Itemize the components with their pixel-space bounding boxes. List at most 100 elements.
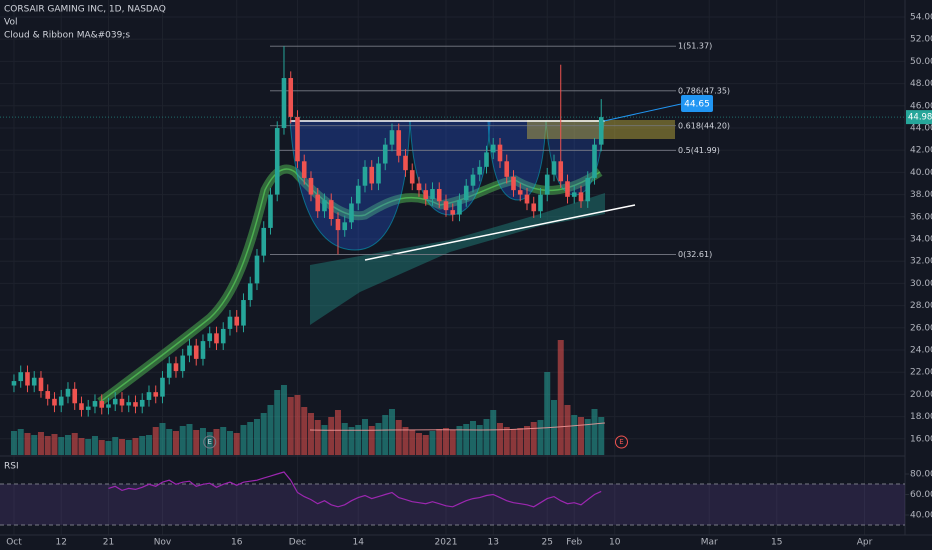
candle-body bbox=[565, 181, 570, 197]
volume-bar bbox=[240, 425, 247, 455]
callout-box bbox=[681, 95, 713, 112]
volume-bar bbox=[490, 410, 497, 455]
x-tick-label: 14 bbox=[353, 538, 365, 548]
y-tick-label: 46.00 bbox=[910, 101, 932, 111]
candle-body bbox=[436, 189, 442, 202]
candle-body bbox=[598, 117, 604, 145]
candle-body bbox=[477, 166, 483, 175]
volume-bar bbox=[469, 421, 476, 455]
y-tick-label: 24.00 bbox=[910, 345, 932, 355]
y-tick-label: 22.00 bbox=[910, 368, 932, 378]
candle-body bbox=[180, 355, 186, 372]
volume-bar bbox=[375, 423, 382, 455]
candle-body bbox=[585, 177, 591, 202]
candle-body bbox=[126, 402, 132, 406]
volume-bar bbox=[395, 420, 402, 455]
y-tick-label: 20.00 bbox=[910, 390, 932, 400]
volume-bar bbox=[517, 428, 524, 455]
volume-bar bbox=[213, 429, 220, 455]
volume-bar bbox=[274, 390, 281, 455]
y-tick-label: 28.00 bbox=[910, 301, 932, 311]
callout-label: 44.65 bbox=[684, 100, 710, 110]
volume-bar bbox=[476, 425, 483, 455]
candle-body bbox=[160, 377, 165, 397]
x-tick-label: Oct bbox=[6, 538, 22, 548]
y-tick-label: 40.00 bbox=[910, 168, 932, 178]
volume-bar bbox=[10, 431, 17, 455]
candle-body bbox=[328, 200, 334, 220]
candle-body bbox=[254, 255, 260, 284]
volume-bar bbox=[598, 417, 605, 455]
y-tick-label: 36.00 bbox=[910, 212, 932, 222]
volume-bar bbox=[530, 422, 537, 455]
candle-body bbox=[58, 396, 64, 406]
candle-body bbox=[443, 201, 449, 211]
candle-body bbox=[342, 222, 348, 231]
volume-bar bbox=[334, 410, 341, 455]
candle-body bbox=[558, 161, 564, 182]
candle-body bbox=[261, 227, 267, 256]
volume-bar bbox=[355, 425, 362, 455]
y-tick-label: 50.00 bbox=[910, 57, 932, 67]
volume-bar bbox=[537, 420, 544, 455]
volume-bar bbox=[496, 423, 503, 455]
candle-body bbox=[517, 190, 523, 195]
y-tick-label: 32.00 bbox=[910, 257, 932, 267]
candle-body bbox=[200, 341, 206, 359]
candle-body bbox=[79, 403, 84, 410]
x-tick-label: Apr bbox=[857, 538, 873, 548]
candles bbox=[11, 46, 604, 417]
indicator-label: Cloud & Ribbon MA&#039;s bbox=[4, 31, 130, 41]
fib-label: 0.618(44.20) bbox=[678, 121, 730, 130]
candle-body bbox=[119, 398, 125, 406]
volume-bar bbox=[152, 427, 159, 455]
volume-bar bbox=[193, 430, 200, 455]
x-tick-label: Feb bbox=[566, 538, 582, 548]
volume-bar bbox=[436, 429, 443, 455]
volume-bar bbox=[17, 429, 24, 455]
cup bbox=[289, 120, 411, 251]
candle-body bbox=[409, 170, 415, 184]
candle-body bbox=[301, 161, 307, 178]
x-tick-label: 2021 bbox=[435, 538, 458, 548]
candle-body bbox=[551, 161, 557, 175]
candle-body bbox=[234, 316, 240, 326]
rsi-label: RSI bbox=[4, 462, 19, 472]
candle-body bbox=[173, 363, 179, 372]
candle-body bbox=[153, 392, 159, 397]
candle-body bbox=[376, 163, 381, 184]
y-tick-label: 16.00 bbox=[910, 434, 932, 444]
volume-bar bbox=[199, 428, 206, 455]
volume-bar bbox=[456, 426, 463, 455]
candle-body bbox=[423, 190, 429, 200]
candle-body bbox=[227, 316, 233, 329]
candle-body bbox=[382, 144, 388, 164]
volume-bar bbox=[463, 424, 470, 455]
candle-body bbox=[85, 406, 91, 410]
volume-bar bbox=[328, 417, 335, 455]
candle-body bbox=[247, 283, 253, 301]
candle-body bbox=[430, 189, 435, 200]
candle-body bbox=[524, 194, 530, 204]
volume-bar bbox=[564, 405, 571, 455]
volume-bar bbox=[267, 405, 274, 455]
candle-body bbox=[146, 392, 152, 400]
candle-body bbox=[133, 402, 138, 407]
candle-body bbox=[450, 210, 456, 215]
volume-bar bbox=[294, 395, 301, 455]
callout-connector bbox=[603, 103, 682, 122]
fib-levels: 1(51.37) 0.786(47.35) 0.618(44.20) 0.5(41.9… bbox=[270, 42, 730, 259]
volume-bar bbox=[44, 436, 51, 455]
volume-bar bbox=[71, 433, 78, 455]
indicator-label: Vol bbox=[4, 18, 17, 28]
candle-body bbox=[544, 174, 550, 195]
rsi-band bbox=[0, 484, 905, 525]
axes: 16.00 18.00 20.00 22.00 24.00 26.00 28.00 30.00… bbox=[6, 12, 932, 547]
volume-bar bbox=[172, 431, 179, 455]
volume-bar bbox=[37, 432, 44, 455]
volume-bar bbox=[442, 428, 449, 455]
volume-bar bbox=[591, 409, 598, 455]
volume-bar bbox=[287, 397, 294, 455]
volume-bar bbox=[145, 435, 152, 455]
candle-body bbox=[241, 300, 246, 326]
